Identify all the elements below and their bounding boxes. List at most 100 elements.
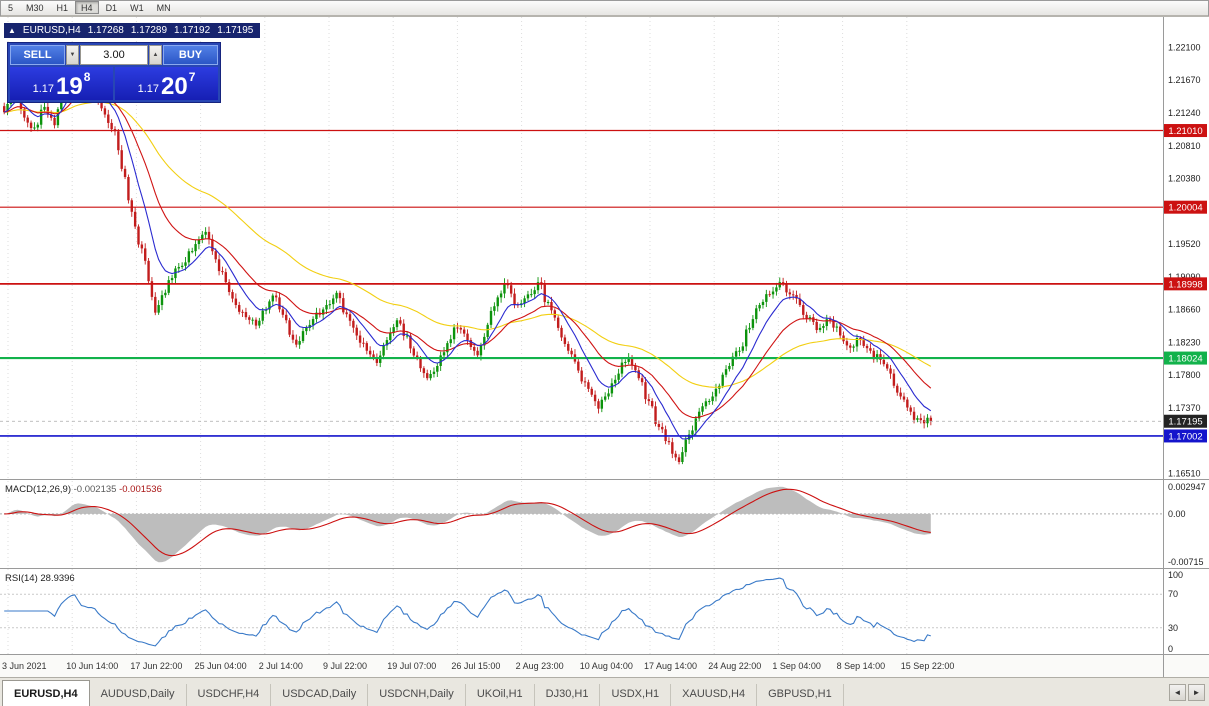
svg-text:10 Jun 14:00: 10 Jun 14:00 <box>66 661 118 671</box>
buy-price-display[interactable]: 1.17 20 7 <box>115 67 218 100</box>
chart-tab-usdchf-h4[interactable]: USDCHF,H4 <box>187 684 272 706</box>
svg-text:17 Jun 22:00: 17 Jun 22:00 <box>130 661 182 671</box>
candles-layer <box>3 52 933 465</box>
macd-signal-line <box>4 488 931 557</box>
volume-down-button[interactable]: ▼ <box>66 45 79 65</box>
axis-price-badge: 1.20004 <box>1164 200 1207 214</box>
svg-text:1.18660: 1.18660 <box>1168 305 1201 315</box>
svg-text:1.22100: 1.22100 <box>1168 42 1201 52</box>
svg-text:1.18230: 1.18230 <box>1168 337 1201 347</box>
svg-text:25 Jun 04:00: 25 Jun 04:00 <box>195 661 247 671</box>
axis-price-badge: 1.21010 <box>1164 124 1207 138</box>
chart-symbol-icon: ▲ <box>8 26 16 35</box>
tab-scroll-controls: ◄ ► <box>1169 684 1205 701</box>
chart-area: 3 Jun 2021 10 Jun 14:00 17 Jun 22:00 25 Jun… <box>0 16 1209 677</box>
svg-text:1.19090: 1.19090 <box>1168 272 1201 282</box>
sell-price-big: 19 <box>56 73 83 100</box>
timeframe-button-w1[interactable]: W1 <box>130 3 144 13</box>
ohlc-low: 1.17192 <box>174 25 211 36</box>
svg-text:70: 70 <box>1168 589 1178 599</box>
chart-tab-dj30-h1[interactable]: DJ30,H1 <box>535 684 601 706</box>
svg-text:1.16510: 1.16510 <box>1168 468 1201 478</box>
grid-layer: 3 Jun 2021 10 Jun 14:00 17 Jun 22:00 25 Jun… <box>2 17 954 671</box>
svg-text:24 Aug 22:00: 24 Aug 22:00 <box>708 661 761 671</box>
chart-tab-usdcad-daily[interactable]: USDCAD,Daily <box>271 684 369 706</box>
ohlc-high: 1.17289 <box>130 25 168 36</box>
volume-input[interactable] <box>80 45 148 65</box>
svg-text:9 Jul 22:00: 9 Jul 22:00 <box>323 661 367 671</box>
sell-price-display[interactable]: 1.17 19 8 <box>10 67 113 100</box>
svg-text:17 Aug 14:00: 17 Aug 14:00 <box>644 661 697 671</box>
rsi-line <box>4 577 931 647</box>
timeframe-toolbar: 5 M30 H1 H4 D1 W1 MN <box>0 0 1209 16</box>
sell-button[interactable]: SELL <box>10 45 65 65</box>
svg-text:1.17370: 1.17370 <box>1168 403 1201 413</box>
svg-text:1.20810: 1.20810 <box>1168 141 1201 151</box>
buy-price-sup: 7 <box>188 70 196 84</box>
tabs-scroll-left-button[interactable]: ◄ <box>1169 684 1186 701</box>
moving-averages-layer <box>3 82 932 440</box>
svg-text:1.17800: 1.17800 <box>1168 370 1201 380</box>
svg-text:2 Jul 14:00: 2 Jul 14:00 <box>259 661 303 671</box>
chart-tab-gbpusd-h1[interactable]: GBPUSD,H1 <box>757 684 844 706</box>
svg-text:3 Jun 2021: 3 Jun 2021 <box>2 661 47 671</box>
timeframe-button-mn[interactable]: MN <box>156 3 171 13</box>
chart-symbol-period: EURUSD,H4 <box>22 25 81 36</box>
macd-pane-label: MACD(12,26,9) -0.002135 -0.001536 <box>5 484 162 495</box>
svg-text:1.21010: 1.21010 <box>1168 126 1202 137</box>
tabs-scroll-right-button[interactable]: ► <box>1188 684 1205 701</box>
ohlc-open: 1.17268 <box>87 25 124 36</box>
svg-text:1.18998: 1.18998 <box>1168 279 1202 290</box>
svg-text:100: 100 <box>1168 570 1183 580</box>
buy-price-big: 20 <box>161 73 188 100</box>
price-chart-canvas[interactable]: 3 Jun 2021 10 Jun 14:00 17 Jun 22:00 25 Jun… <box>0 16 1209 677</box>
timeframe-button-d1[interactable]: D1 <box>105 3 118 13</box>
buy-price-prefix: 1.17 <box>137 83 160 95</box>
svg-text:26 Jul 15:00: 26 Jul 15:00 <box>451 661 500 671</box>
svg-text:1.21240: 1.21240 <box>1168 108 1201 118</box>
svg-text:0.002947: 0.002947 <box>1168 482 1206 492</box>
svg-text:1.17195: 1.17195 <box>1168 417 1202 428</box>
svg-text:19 Jul 07:00: 19 Jul 07:00 <box>387 661 436 671</box>
chart-tab-xauusd-h4[interactable]: XAUUSD,H4 <box>671 684 758 706</box>
chart-tab-usdcnh-daily[interactable]: USDCNH,Daily <box>368 684 466 706</box>
macd-histogram <box>4 486 931 563</box>
svg-text:1.19520: 1.19520 <box>1168 239 1201 249</box>
volume-up-button[interactable]: ▲ <box>149 45 162 65</box>
trade-prices-row: 1.17 19 8 1.17 20 7 <box>10 67 218 100</box>
svg-text:0: 0 <box>1168 644 1173 654</box>
chart-tab-usdx-h1[interactable]: USDX,H1 <box>600 684 672 706</box>
timeframe-button-h4[interactable]: H4 <box>75 1 99 14</box>
svg-text:1.20380: 1.20380 <box>1168 174 1201 184</box>
axis-price-badge: 1.18024 <box>1164 351 1207 365</box>
svg-text:-0.00715: -0.00715 <box>1168 557 1204 567</box>
timeframe-button-m30[interactable]: M30 <box>26 3 44 13</box>
chart-tab-ukoil-h1[interactable]: UKOil,H1 <box>466 684 535 706</box>
axis-price-badge: 1.18998 <box>1164 277 1207 291</box>
svg-text:10 Aug 04:00: 10 Aug 04:00 <box>580 661 633 671</box>
chart-tab-audusd-daily[interactable]: AUDUSD,Daily <box>90 684 187 706</box>
sell-price-prefix: 1.17 <box>32 83 55 95</box>
axis-price-badge: 1.17002 <box>1164 429 1207 443</box>
svg-text:1.21670: 1.21670 <box>1168 75 1201 85</box>
hlines-layer[interactable] <box>0 129 1163 437</box>
svg-text:1.18024: 1.18024 <box>1168 354 1202 365</box>
svg-text:8 Sep 14:00: 8 Sep 14:00 <box>837 661 886 671</box>
ma-line-10 <box>3 82 932 440</box>
one-click-trading-panel: SELL ▼ ▲ BUY 1.17 19 8 1.17 20 7 <box>7 42 221 103</box>
svg-text:1.20004: 1.20004 <box>1168 203 1202 214</box>
ohlc-close: 1.17195 <box>217 25 254 36</box>
axis-price-badge: 1.17195 <box>1164 414 1207 428</box>
ma-line-24 <box>4 92 932 419</box>
chart-tabs: EURUSD,H4 AUDUSD,Daily USDCHF,H4 USDCAD,Dai… <box>2 680 844 706</box>
sell-price-sup: 8 <box>83 70 91 84</box>
svg-text:1 Sep 04:00: 1 Sep 04:00 <box>772 661 821 671</box>
svg-text:15 Sep 22:00: 15 Sep 22:00 <box>901 661 955 671</box>
timeframe-button-h1[interactable]: H1 <box>56 3 69 13</box>
chart-tab-bar: EURUSD,H4 AUDUSD,Daily USDCHF,H4 USDCAD,Dai… <box>0 677 1209 706</box>
chart-tab-eurusd-h4[interactable]: EURUSD,H4 <box>2 680 90 706</box>
timeframe-button-5[interactable]: 5 <box>8 3 14 13</box>
chart-ohlc-label: ▲ EURUSD,H4 1.17268 1.17289 1.17192 1.17… <box>4 23 261 38</box>
buy-button[interactable]: BUY <box>163 45 218 65</box>
